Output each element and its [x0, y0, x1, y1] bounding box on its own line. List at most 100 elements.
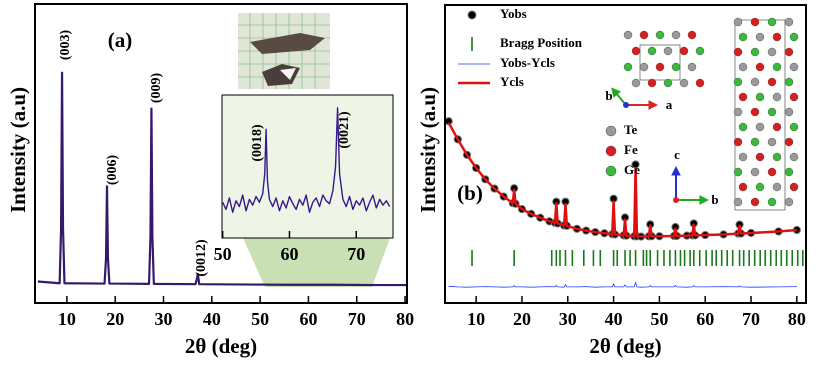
atom: [631, 78, 641, 88]
x-tick-label: 40: [203, 309, 221, 329]
atom: [733, 47, 743, 57]
atom: [789, 182, 799, 192]
atom: [663, 78, 673, 88]
atom: [639, 62, 649, 72]
atom: [755, 32, 765, 42]
peak-label: (0018): [250, 124, 265, 162]
x-axis-label: 2θ (deg): [589, 334, 661, 358]
atom: [679, 78, 689, 88]
atom: [789, 62, 799, 72]
x-tick-label: 10: [467, 309, 485, 329]
atom: [750, 107, 760, 117]
atom: [750, 47, 760, 57]
atom-legend-label: Fe: [624, 142, 638, 157]
atom: [789, 122, 799, 132]
crystal-structures: [611, 17, 799, 211]
x-tick-label: 30: [559, 309, 577, 329]
peak-label: (003): [58, 30, 73, 61]
atom: [767, 77, 777, 87]
x-tick-label: 40: [605, 309, 623, 329]
atom: [623, 30, 633, 40]
axis-origin: [623, 102, 629, 108]
peak-label: (009): [149, 73, 164, 104]
atom: [750, 77, 760, 87]
atom: [767, 17, 777, 27]
atom: [738, 92, 748, 102]
y-axis-label: Intensity (a.u): [416, 87, 440, 213]
data-line: [37, 71, 407, 287]
atom: [639, 30, 649, 40]
atom: [767, 137, 777, 147]
atom: [755, 92, 765, 102]
atom: [784, 167, 794, 177]
x-tick-label: 60: [280, 244, 298, 264]
atom: [750, 137, 760, 147]
x-tick-label: 60: [299, 309, 317, 329]
atom: [738, 122, 748, 132]
x-tick-label: 80: [788, 309, 806, 329]
x-tick-label: 20: [106, 309, 124, 329]
atom: [755, 152, 765, 162]
panel-label: (a): [108, 28, 133, 52]
atom: [733, 137, 743, 147]
atom: [772, 92, 782, 102]
atom: [750, 167, 760, 177]
atom: [750, 17, 760, 27]
atom: [772, 122, 782, 132]
y-axis-label: Intensity (a.u): [6, 87, 30, 213]
legend-label: Yobs-Ycls: [500, 55, 555, 70]
atom: [671, 62, 681, 72]
atom: [733, 17, 743, 27]
legend-symbol: [467, 10, 477, 20]
x-tick-label: 60: [696, 309, 714, 329]
crystal-axis-label: a: [666, 97, 673, 112]
atom: [767, 107, 777, 117]
peak-label: (0021): [337, 111, 352, 149]
atom: [772, 182, 782, 192]
x-tick-label: 20: [513, 309, 531, 329]
atom-legend-symbol: [605, 165, 617, 177]
arrow-head: [648, 100, 658, 110]
x-tick-label: 10: [58, 309, 76, 329]
atom: [789, 152, 799, 162]
atom: [784, 197, 794, 207]
atom: [733, 167, 743, 177]
atom: [767, 47, 777, 57]
atom: [738, 32, 748, 42]
sample-photo: [238, 13, 330, 89]
atom: [733, 77, 743, 87]
atom-legend-symbol: [605, 125, 617, 137]
atom: [772, 62, 782, 72]
atom: [772, 32, 782, 42]
crystal-axis-label: c: [674, 147, 680, 162]
x-tick-label: 50: [650, 309, 668, 329]
atom: [647, 78, 657, 88]
x-tick-label: 50: [251, 309, 269, 329]
atom: [663, 46, 673, 56]
atom: [767, 197, 777, 207]
atom: [738, 152, 748, 162]
atom: [784, 17, 794, 27]
atom: [784, 47, 794, 57]
atom: [671, 30, 681, 40]
atom: [738, 62, 748, 72]
plot-frame: [444, 4, 807, 304]
x-tick-label: 80: [396, 309, 414, 329]
atom: [647, 46, 657, 56]
crystal-axis-label: b: [605, 88, 612, 103]
arrow-head: [671, 166, 681, 176]
x-axis-label: 2θ (deg): [185, 334, 257, 358]
unit-cell: [734, 19, 786, 211]
peak-label: (0012): [194, 239, 209, 277]
zoom-wedge: [243, 238, 390, 287]
atom: [755, 122, 765, 132]
atom: [789, 32, 799, 42]
atom: [789, 92, 799, 102]
data-line: [448, 282, 797, 288]
plot-frame: [34, 3, 408, 304]
axis-origin: [673, 197, 679, 203]
atom-legend-symbol: [605, 145, 617, 157]
legend-label: Ycls: [500, 74, 524, 89]
inset-background: [222, 95, 393, 238]
